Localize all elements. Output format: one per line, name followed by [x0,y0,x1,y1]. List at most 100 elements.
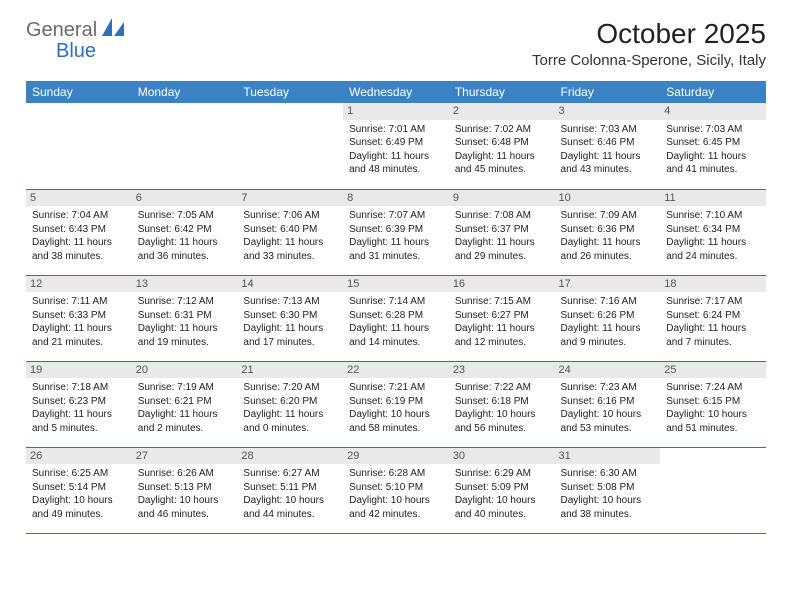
day-number: 14 [237,276,343,293]
calendar-cell [237,103,343,189]
calendar-cell: 1Sunrise: 7:01 AMSunset: 6:49 PMDaylight… [343,103,449,189]
sunset-text: Sunset: 6:23 PM [32,395,126,409]
sunset-text: Sunset: 6:43 PM [32,223,126,237]
daylight-text: Daylight: 11 hours and 12 minutes. [455,322,549,349]
calendar-cell: 23Sunrise: 7:22 AMSunset: 6:18 PMDayligh… [449,361,555,447]
day-number: 17 [555,276,661,293]
sunrise-text: Sunrise: 7:15 AM [455,295,549,309]
day-number: 7 [237,190,343,207]
sunrise-text: Sunrise: 7:03 AM [666,123,760,137]
calendar-row: 1Sunrise: 7:01 AMSunset: 6:49 PMDaylight… [26,103,766,189]
calendar-cell: 9Sunrise: 7:08 AMSunset: 6:37 PMDaylight… [449,189,555,275]
sunrise-text: Sunrise: 7:08 AM [455,209,549,223]
sunset-text: Sunset: 6:45 PM [666,136,760,150]
day-number: 29 [343,448,449,465]
day-header-cell: Tuesday [237,81,343,103]
sunrise-text: Sunrise: 7:14 AM [349,295,443,309]
calendar-cell: 13Sunrise: 7:12 AMSunset: 6:31 PMDayligh… [132,275,238,361]
calendar-cell [26,103,132,189]
calendar-cell: 21Sunrise: 7:20 AMSunset: 6:20 PMDayligh… [237,361,343,447]
sunset-text: Sunset: 6:46 PM [561,136,655,150]
calendar-cell: 7Sunrise: 7:06 AMSunset: 6:40 PMDaylight… [237,189,343,275]
daylight-text: Daylight: 11 hours and 24 minutes. [666,236,760,263]
sunrise-text: Sunrise: 7:06 AM [243,209,337,223]
sunset-text: Sunset: 6:37 PM [455,223,549,237]
calendar-row: 5Sunrise: 7:04 AMSunset: 6:43 PMDaylight… [26,189,766,275]
day-number: 28 [237,448,343,465]
daylight-text: Daylight: 11 hours and 9 minutes. [561,322,655,349]
day-header-cell: Wednesday [343,81,449,103]
day-number: 19 [26,362,132,379]
sunset-text: Sunset: 6:34 PM [666,223,760,237]
sunrise-text: Sunrise: 6:30 AM [561,467,655,481]
day-header-cell: Friday [555,81,661,103]
daylight-text: Daylight: 10 hours and 40 minutes. [455,494,549,521]
calendar-cell: 10Sunrise: 7:09 AMSunset: 6:36 PMDayligh… [555,189,661,275]
daylight-text: Daylight: 10 hours and 44 minutes. [243,494,337,521]
sunset-text: Sunset: 6:30 PM [243,309,337,323]
sunset-text: Sunset: 5:11 PM [243,481,337,495]
sunrise-text: Sunrise: 7:03 AM [561,123,655,137]
sunrise-text: Sunrise: 7:22 AM [455,381,549,395]
sunrise-text: Sunrise: 6:26 AM [138,467,232,481]
sunrise-text: Sunrise: 7:02 AM [455,123,549,137]
daylight-text: Daylight: 10 hours and 51 minutes. [666,408,760,435]
day-number: 16 [449,276,555,293]
sunset-text: Sunset: 6:18 PM [455,395,549,409]
calendar-cell: 28 Sunrise: 6:27 AMSunset: 5:11 PMDayligh… [237,447,343,533]
day-number: 11 [660,190,766,207]
calendar-cell [132,103,238,189]
sunrise-text: Sunrise: 7:18 AM [32,381,126,395]
day-number: 24 [555,362,661,379]
sunset-text: Sunset: 5:08 PM [561,481,655,495]
sunset-text: Sunset: 6:15 PM [666,395,760,409]
calendar-cell: 20Sunrise: 7:19 AMSunset: 6:21 PMDayligh… [132,361,238,447]
calendar-cell: 24Sunrise: 7:23 AMSunset: 6:16 PMDayligh… [555,361,661,447]
day-number: 30 [449,448,555,465]
day-number: 27 [132,448,238,465]
sunrise-text: Sunrise: 7:19 AM [138,381,232,395]
calendar-cell: 25Sunrise: 7:24 AMSunset: 6:15 PMDayligh… [660,361,766,447]
sunrise-text: Sunrise: 7:09 AM [561,209,655,223]
calendar-cell: 17Sunrise: 7:16 AMSunset: 6:26 PMDayligh… [555,275,661,361]
calendar-cell: 27 Sunrise: 6:26 AMSunset: 5:13 PMDayligh… [132,447,238,533]
daylight-text: Daylight: 10 hours and 58 minutes. [349,408,443,435]
daylight-text: Daylight: 10 hours and 46 minutes. [138,494,232,521]
brand-logo: General Blue [26,18,124,43]
day-header-cell: Thursday [449,81,555,103]
day-number: 13 [132,276,238,293]
title-block: October 2025 Torre Colonna-Sperone, Sici… [532,18,766,69]
daylight-text: Daylight: 11 hours and 31 minutes. [349,236,443,263]
calendar-cell: 26Sunrise: 6:25 AMSunset: 5:14 PMDayligh… [26,447,132,533]
calendar-cell: 31Sunrise: 6:30 AMSunset: 5:08 PMDayligh… [555,447,661,533]
sunrise-text: Sunrise: 6:27 AM [243,467,337,481]
sunset-text: Sunset: 5:09 PM [455,481,549,495]
daylight-text: Daylight: 10 hours and 49 minutes. [32,494,126,521]
calendar-cell: 18Sunrise: 7:17 AMSunset: 6:24 PMDayligh… [660,275,766,361]
brand-sail-icon [102,18,124,43]
sunrise-text: Sunrise: 7:12 AM [138,295,232,309]
calendar-cell: 8Sunrise: 7:07 AMSunset: 6:39 PMDaylight… [343,189,449,275]
calendar-cell: 15Sunrise: 7:14 AMSunset: 6:28 PMDayligh… [343,275,449,361]
sunrise-text: Sunrise: 7:07 AM [349,209,443,223]
daylight-text: Daylight: 11 hours and 21 minutes. [32,322,126,349]
sunset-text: Sunset: 6:49 PM [349,136,443,150]
sunset-text: Sunset: 5:13 PM [138,481,232,495]
daylight-text: Daylight: 11 hours and 48 minutes. [349,150,443,177]
calendar-cell: 16Sunrise: 7:15 AMSunset: 6:27 PMDayligh… [449,275,555,361]
daylight-text: Daylight: 11 hours and 19 minutes. [138,322,232,349]
day-number: 20 [132,362,238,379]
location-text: Torre Colonna-Sperone, Sicily, Italy [532,52,766,69]
sunset-text: Sunset: 6:16 PM [561,395,655,409]
daylight-text: Daylight: 10 hours and 38 minutes. [561,494,655,521]
daylight-text: Daylight: 11 hours and 0 minutes. [243,408,337,435]
daylight-text: Daylight: 11 hours and 2 minutes. [138,408,232,435]
calendar-body: 1Sunrise: 7:01 AMSunset: 6:49 PMDaylight… [26,103,766,533]
calendar-cell: 19Sunrise: 7:18 AMSunset: 6:23 PMDayligh… [26,361,132,447]
sunrise-text: Sunrise: 7:13 AM [243,295,337,309]
page-title: October 2025 [532,18,766,50]
calendar-row: 12Sunrise: 7:11 AMSunset: 6:33 PMDayligh… [26,275,766,361]
sunrise-text: Sunrise: 7:01 AM [349,123,443,137]
brand-text-blue: Blue [56,40,96,63]
day-header-cell: Monday [132,81,238,103]
